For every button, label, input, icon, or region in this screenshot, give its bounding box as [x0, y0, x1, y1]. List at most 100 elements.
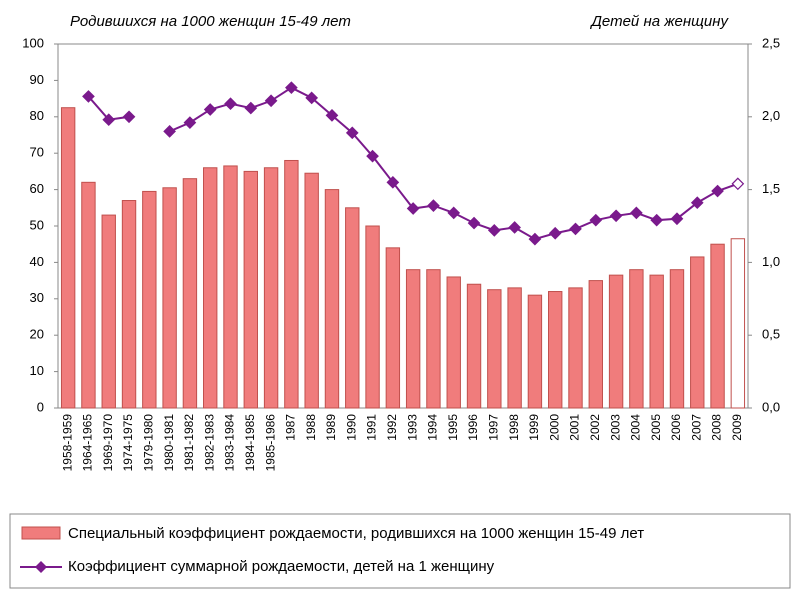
marker	[508, 221, 521, 234]
x-tick-label: 2002	[588, 414, 602, 441]
x-tick-label: 2004	[629, 414, 643, 441]
bar	[121, 200, 137, 409]
bar	[324, 189, 340, 409]
bar	[588, 280, 603, 409]
marker	[163, 125, 176, 138]
x-tick-label: 2003	[608, 414, 622, 441]
y-tick-label: 10	[30, 363, 44, 378]
bar	[60, 107, 76, 409]
marker	[528, 232, 542, 246]
x-tick-label: 1987	[284, 414, 298, 441]
marker	[406, 202, 420, 215]
x-tick-label: 1997	[486, 414, 500, 441]
bar	[162, 187, 177, 409]
y-tick-label: 70	[30, 145, 44, 160]
y2-tick-label: 1,0	[762, 254, 780, 269]
x-tick-label: 2007	[689, 414, 703, 441]
bar	[405, 269, 421, 409]
x-tick-label: 1993	[405, 414, 419, 441]
marker	[447, 206, 461, 220]
bar	[608, 274, 624, 409]
x-tick-label: 1974-1975	[121, 414, 135, 472]
y-tick-label: 100	[22, 35, 44, 50]
marker	[285, 81, 298, 95]
x-tick-label: 1984-1985	[243, 414, 257, 472]
y-tick-label: 60	[30, 181, 44, 196]
x-tick-label: 1996	[466, 414, 480, 441]
bar	[629, 269, 644, 409]
x-tick-label: 1969-1970	[101, 414, 115, 472]
y2-tick-label: 0,5	[762, 327, 780, 342]
x-tick-label: 2005	[649, 414, 663, 441]
legend-swatch	[35, 561, 47, 573]
legend-label: Специальный коэффициент рождаемости, род…	[68, 525, 644, 542]
marker	[670, 212, 684, 226]
legend-box	[9, 513, 791, 589]
bar	[182, 178, 198, 409]
bar	[203, 167, 218, 409]
bar	[263, 167, 279, 409]
x-tick-label: 1983-1984	[223, 414, 237, 472]
marker	[690, 196, 704, 210]
marker	[183, 116, 197, 129]
bar	[223, 165, 238, 409]
marker	[224, 97, 237, 111]
marker	[345, 126, 359, 140]
bar	[284, 159, 299, 409]
bar	[426, 269, 441, 409]
x-tick-label: 2000	[547, 414, 561, 441]
marker	[731, 177, 745, 191]
x-tick-label: 2009	[730, 414, 744, 441]
bar	[548, 291, 563, 409]
y-tick-label: 20	[30, 327, 44, 342]
right-axis-title: Детей на женщину	[589, 13, 729, 30]
marker	[203, 103, 217, 116]
legend-label: Коэффициент суммарной рождаемости, детей…	[68, 558, 495, 575]
bar	[649, 274, 664, 409]
bar	[446, 276, 461, 409]
bar	[669, 269, 685, 409]
x-tick-label: 1991	[365, 414, 379, 441]
marker	[122, 110, 136, 124]
bar	[365, 225, 380, 409]
bar	[710, 243, 725, 409]
marker	[305, 91, 319, 105]
bar	[81, 181, 96, 409]
x-tick-label: 1982-1983	[202, 414, 216, 472]
marker	[82, 90, 95, 103]
x-tick-label: 1995	[446, 414, 460, 441]
x-tick-label: 1958-1959	[60, 414, 74, 472]
bar	[527, 294, 543, 409]
y2-tick-label: 1,5	[762, 181, 780, 196]
marker	[427, 199, 440, 212]
bar	[487, 289, 502, 409]
bar	[243, 170, 258, 409]
y2-tick-label: 2,5	[762, 35, 780, 50]
x-tick-label: 1988	[304, 414, 318, 441]
x-tick-label: 2001	[568, 414, 582, 441]
bar	[690, 256, 705, 409]
x-tick-label: 2006	[669, 414, 683, 441]
x-tick-label: 1998	[507, 414, 521, 441]
bar	[568, 287, 583, 409]
x-tick-label: 1985-1986	[263, 414, 277, 472]
y-tick-label: 40	[30, 254, 44, 269]
marker	[589, 213, 603, 227]
plot-area	[57, 43, 749, 409]
bar	[730, 238, 746, 409]
legend-swatch	[21, 526, 61, 540]
marker	[548, 226, 562, 240]
bar	[507, 287, 522, 409]
x-tick-label: 1980-1981	[162, 414, 176, 472]
bar	[304, 172, 319, 409]
marker	[264, 94, 278, 108]
marker	[386, 175, 400, 189]
y-tick-label: 90	[30, 72, 44, 87]
x-tick-label: 1964-1965	[81, 414, 95, 472]
marker	[325, 108, 339, 122]
y2-tick-label: 0,0	[762, 399, 780, 414]
x-tick-label: 1989	[324, 414, 338, 441]
bar	[101, 214, 116, 409]
